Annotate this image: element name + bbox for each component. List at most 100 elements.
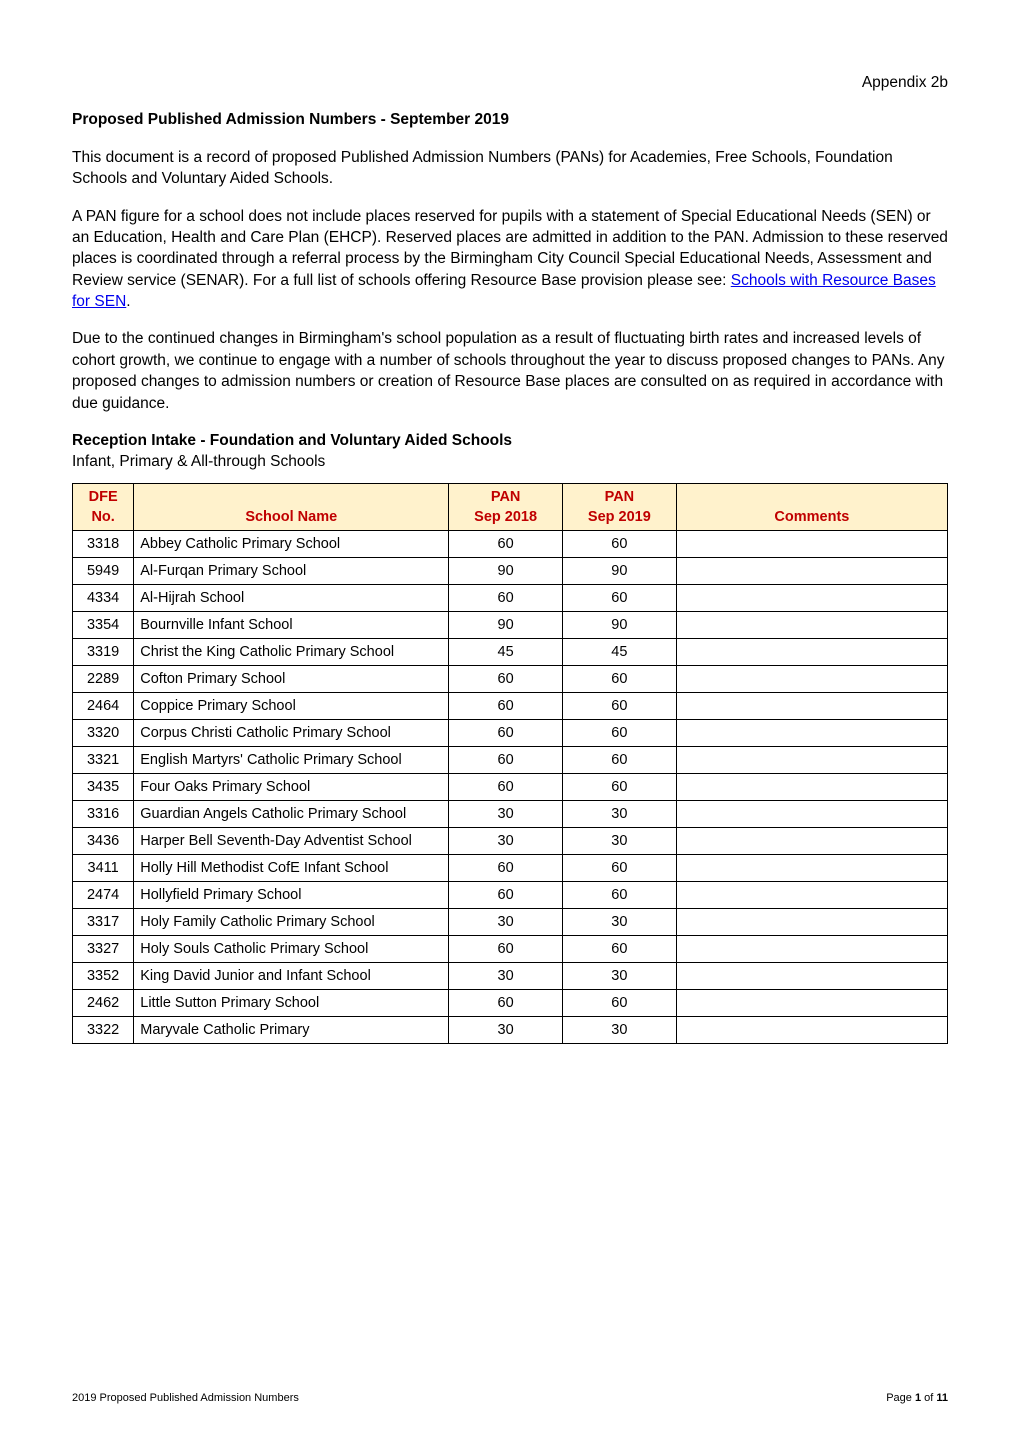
table-cell bbox=[676, 1016, 947, 1043]
table-row: 3322Maryvale Catholic Primary3030 bbox=[73, 1016, 948, 1043]
table-row: 5949Al-Furqan Primary School9090 bbox=[73, 557, 948, 584]
table-cell bbox=[676, 989, 947, 1016]
table-row: 3327Holy Souls Catholic Primary School60… bbox=[73, 935, 948, 962]
table-row: 3320Corpus Christi Catholic Primary Scho… bbox=[73, 719, 948, 746]
col-header-pan2019: PAN Sep 2019 bbox=[563, 483, 677, 530]
table-row: 3411Holly Hill Methodist CofE Infant Sch… bbox=[73, 854, 948, 881]
table-cell: 60 bbox=[449, 530, 563, 557]
col-header-comments: Comments bbox=[676, 483, 947, 530]
col-header-dfe-l1: DFE bbox=[89, 489, 118, 505]
table-cell: 60 bbox=[563, 746, 677, 773]
table-cell: 2464 bbox=[73, 692, 134, 719]
table-cell: 3317 bbox=[73, 908, 134, 935]
table-cell: 30 bbox=[563, 1016, 677, 1043]
table-cell: 3436 bbox=[73, 827, 134, 854]
table-cell: 60 bbox=[563, 773, 677, 800]
table-cell: 60 bbox=[563, 665, 677, 692]
table-cell: 60 bbox=[449, 584, 563, 611]
table-cell: 3320 bbox=[73, 719, 134, 746]
table-cell: 60 bbox=[449, 854, 563, 881]
table-row: 3354Bournville Infant School9090 bbox=[73, 611, 948, 638]
section-heading: Reception Intake - Foundation and Volunt… bbox=[72, 430, 948, 451]
table-cell: 30 bbox=[563, 827, 677, 854]
table-cell: 30 bbox=[449, 800, 563, 827]
table-cell: 30 bbox=[449, 827, 563, 854]
table-row: 2462Little Sutton Primary School6060 bbox=[73, 989, 948, 1016]
table-row: 3436Harper Bell Seventh-Day Adventist Sc… bbox=[73, 827, 948, 854]
table-cell: Harper Bell Seventh-Day Adventist School bbox=[134, 827, 449, 854]
table-row: 2289Cofton Primary School6060 bbox=[73, 665, 948, 692]
footer-page-pre: Page bbox=[886, 1392, 915, 1404]
col-header-dfe-l2: No. bbox=[91, 509, 114, 525]
table-cell: 60 bbox=[449, 935, 563, 962]
table-cell: 30 bbox=[449, 908, 563, 935]
table-cell bbox=[676, 962, 947, 989]
table-cell: 30 bbox=[563, 800, 677, 827]
table-cell: 3435 bbox=[73, 773, 134, 800]
table-cell: 60 bbox=[449, 746, 563, 773]
section-subheading: Infant, Primary & All-through Schools bbox=[72, 451, 948, 472]
table-cell: 45 bbox=[449, 638, 563, 665]
table-cell: Guardian Angels Catholic Primary School bbox=[134, 800, 449, 827]
table-row: 3319Christ the King Catholic Primary Sch… bbox=[73, 638, 948, 665]
table-row: 3318Abbey Catholic Primary School6060 bbox=[73, 530, 948, 557]
intro-para-2: A PAN figure for a school does not inclu… bbox=[72, 206, 948, 313]
col-header-pan2018-l2: Sep 2018 bbox=[474, 509, 537, 525]
table-cell: 90 bbox=[563, 557, 677, 584]
col-header-pan2019-l2: Sep 2019 bbox=[588, 509, 651, 525]
table-row: 4334Al-Hijrah School6060 bbox=[73, 584, 948, 611]
table-header-row: DFE No. School Name PAN Sep 2018 PAN Sep… bbox=[73, 483, 948, 530]
table-cell: 3354 bbox=[73, 611, 134, 638]
footer-page-mid: of bbox=[921, 1392, 936, 1404]
footer-left: 2019 Proposed Published Admission Number… bbox=[72, 1391, 299, 1406]
table-cell bbox=[676, 530, 947, 557]
table-cell bbox=[676, 611, 947, 638]
table-cell: 90 bbox=[563, 611, 677, 638]
table-row: 3435Four Oaks Primary School6060 bbox=[73, 773, 948, 800]
footer-page-total: 11 bbox=[936, 1392, 948, 1404]
col-header-comments-text: Comments bbox=[774, 509, 849, 525]
table-cell: Cofton Primary School bbox=[134, 665, 449, 692]
table-cell: 90 bbox=[449, 557, 563, 584]
table-cell: 30 bbox=[563, 962, 677, 989]
col-header-pan2019-l1: PAN bbox=[605, 489, 635, 505]
page-footer: 2019 Proposed Published Admission Number… bbox=[72, 1391, 948, 1406]
table-cell: Al-Hijrah School bbox=[134, 584, 449, 611]
table-cell: 30 bbox=[563, 908, 677, 935]
table-cell bbox=[676, 665, 947, 692]
table-cell: English Martyrs' Catholic Primary School bbox=[134, 746, 449, 773]
table-cell bbox=[676, 854, 947, 881]
table-cell: 60 bbox=[449, 989, 563, 1016]
table-cell: Maryvale Catholic Primary bbox=[134, 1016, 449, 1043]
intro-para-1: This document is a record of proposed Pu… bbox=[72, 147, 948, 190]
table-row: 3317Holy Family Catholic Primary School3… bbox=[73, 908, 948, 935]
table-cell: Christ the King Catholic Primary School bbox=[134, 638, 449, 665]
table-cell bbox=[676, 719, 947, 746]
table-cell: 60 bbox=[449, 719, 563, 746]
table-cell: King David Junior and Infant School bbox=[134, 962, 449, 989]
table-cell: Corpus Christi Catholic Primary School bbox=[134, 719, 449, 746]
table-cell: 3322 bbox=[73, 1016, 134, 1043]
table-row: 2474Hollyfield Primary School6060 bbox=[73, 881, 948, 908]
table-cell: 60 bbox=[449, 665, 563, 692]
table-cell bbox=[676, 827, 947, 854]
table-cell: 30 bbox=[449, 962, 563, 989]
table-cell: 60 bbox=[563, 989, 677, 1016]
table-cell bbox=[676, 935, 947, 962]
table-row: 3321English Martyrs' Catholic Primary Sc… bbox=[73, 746, 948, 773]
table-cell: Little Sutton Primary School bbox=[134, 989, 449, 1016]
table-cell: 60 bbox=[563, 530, 677, 557]
table-cell: Holly Hill Methodist CofE Infant School bbox=[134, 854, 449, 881]
table-cell: 4334 bbox=[73, 584, 134, 611]
table-cell: Holy Family Catholic Primary School bbox=[134, 908, 449, 935]
table-cell: 60 bbox=[563, 584, 677, 611]
table-cell: Holy Souls Catholic Primary School bbox=[134, 935, 449, 962]
col-header-pan2018-l1: PAN bbox=[491, 489, 521, 505]
appendix-label: Appendix 2b bbox=[72, 72, 948, 93]
intro-para-3: Due to the continued changes in Birmingh… bbox=[72, 328, 948, 414]
table-cell: 60 bbox=[563, 692, 677, 719]
table-cell bbox=[676, 584, 947, 611]
page-title: Proposed Published Admission Numbers - S… bbox=[72, 109, 948, 130]
table-cell: 2474 bbox=[73, 881, 134, 908]
table-cell: Al-Furqan Primary School bbox=[134, 557, 449, 584]
